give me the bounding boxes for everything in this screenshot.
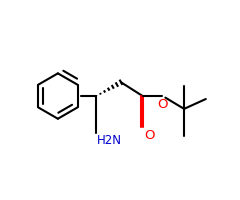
Text: O: O [145, 129, 155, 142]
Text: O: O [157, 98, 167, 111]
Text: H2N: H2N [97, 134, 122, 147]
